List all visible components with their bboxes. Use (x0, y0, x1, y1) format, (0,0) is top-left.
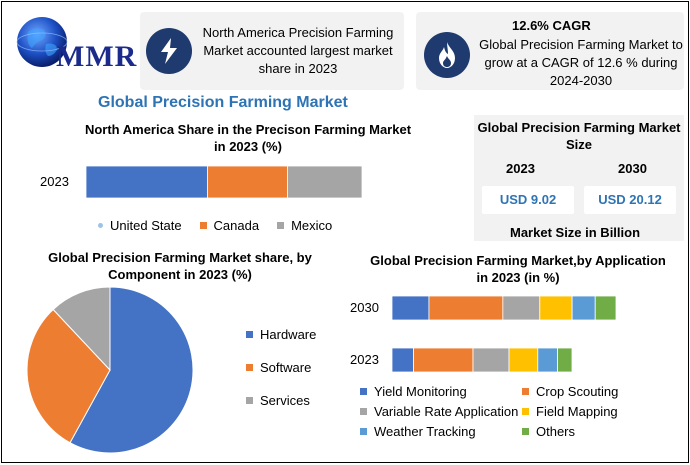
chart-north-america (85, 165, 363, 199)
bar-2023-yield-monitoring (391, 347, 415, 373)
legend-variable-rate-application: Variable Rate Application (360, 404, 522, 419)
bar-2030-others (594, 295, 617, 321)
pie-slice-services (52, 286, 111, 372)
lightning-icon (146, 28, 192, 74)
chart-application-title: Global Precision Farming Market,by Appli… (370, 253, 666, 285)
info-card-north-america: North America Precision Farming Market a… (140, 12, 404, 90)
market-size-footer: Market Size in Billion (510, 225, 641, 240)
bar-2030-weather-tracking (571, 295, 596, 321)
bar-2023-others (557, 347, 573, 373)
legend-yield-monitoring: Yield Monitoring (360, 384, 522, 399)
chart-north-america-legend: United State Canada Mexico (98, 218, 332, 233)
legend-canada: Canada (199, 218, 259, 233)
chart-north-america-category-label: 2023 (40, 174, 69, 189)
chart-application-category-2030: 2030 (350, 300, 379, 315)
legend-hardware: Hardware (246, 327, 316, 342)
info-card-cagr: 12.6% CAGR Global Precision Farming Mark… (416, 12, 684, 90)
market-size-year-2030: 2030 (618, 161, 647, 176)
market-size-value-2030: USD 20.12 (584, 186, 676, 214)
chart-component-title: Global Precision Farming Market share, b… (48, 250, 312, 282)
legend-united-state: United State (98, 218, 182, 233)
legend-software: Software (246, 360, 316, 375)
legend-crop-scouting: Crop Scouting (522, 384, 642, 399)
bar-mexico (287, 165, 363, 199)
bar-canada (207, 165, 288, 199)
logo-text: MMR (56, 40, 138, 73)
legend-field-mapping: Field Mapping (522, 404, 642, 419)
bar-united-state (85, 165, 208, 199)
legend-services: Services (246, 393, 316, 408)
bar-2023-crop-scouting (413, 347, 474, 373)
legend-weather-tracking: Weather Tracking (360, 424, 522, 439)
logo: MMR (10, 12, 140, 73)
pie-slice-software (26, 308, 111, 444)
bar-2030-variable-rate-application (502, 295, 541, 321)
bar-2023-variable-rate-application (472, 347, 510, 373)
globe-icon (16, 17, 68, 67)
chart-component-legend: Hardware Software Services (246, 327, 316, 408)
bar-2023-weather-tracking (537, 347, 559, 373)
market-size-title: Global Precision Farming Market Size (477, 120, 681, 152)
info-card-text: North America Precision Farming Market a… (202, 25, 394, 76)
legend-others: Others (522, 424, 642, 439)
legend-mexico: Mexico (277, 218, 332, 233)
market-size-panel: Global Precision Farming Market Size 202… (474, 115, 684, 241)
chart-component-pie (26, 286, 194, 454)
cagr-heading: 12.6% CAGR (512, 18, 591, 33)
chart-application (391, 295, 617, 373)
chart-application-category-2023: 2023 (350, 352, 379, 367)
chart-north-america-title: North America Share in the Precison Farm… (84, 122, 412, 154)
bar-2030-crop-scouting (428, 295, 504, 321)
bar-2030-yield-monitoring (391, 295, 430, 321)
pie-slice-hardware (69, 286, 194, 454)
flame-icon (424, 32, 470, 78)
bar-2023-field-mapping (508, 347, 539, 373)
main-title: Global Precision Farming Market (98, 94, 348, 111)
bar-2030-field-mapping (539, 295, 573, 321)
market-size-value-2023: USD 9.02 (482, 186, 574, 214)
market-size-year-2023: 2023 (506, 161, 535, 176)
chart-application-legend: Yield Monitoring Crop Scouting Variable … (360, 384, 660, 439)
cagr-text: Global Precision Farming Market to grow … (479, 37, 683, 88)
